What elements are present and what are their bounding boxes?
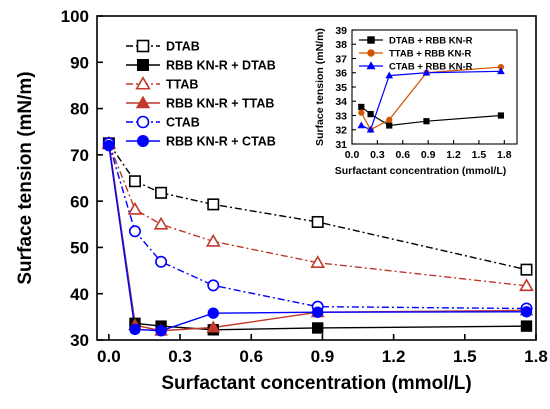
main-point-rbb-kn-r-ctab <box>129 323 141 336</box>
main-point-dtab <box>207 198 220 211</box>
main-point-ctab <box>128 225 141 238</box>
main-y-tick-label: 70 <box>70 146 89 165</box>
inset-point-dtab-rbb-kn-r <box>358 103 365 111</box>
inset-x-tick-label: 0.9 <box>421 149 436 161</box>
main-y-tick-label: 100 <box>61 7 89 26</box>
main-point-rbb-kn-r-ctab <box>207 307 219 319</box>
main-x-tick-label: 1.2 <box>382 347 406 366</box>
main-y-tick-label: 90 <box>70 53 89 72</box>
main-point-dtab <box>155 186 168 199</box>
main-legend-label: CTAB <box>166 116 200 130</box>
inset-x-tick-label: 1.2 <box>446 149 461 161</box>
inset-y-tick-label: 31 <box>335 139 347 151</box>
inset-point-dtab-rbb-kn-r <box>386 122 393 129</box>
inset-x-tick-label: 0.6 <box>395 149 410 161</box>
main-y-tick-label: 80 <box>70 100 89 119</box>
main-x-axis-title: Surfactant concentration (mmol/L) <box>161 373 471 394</box>
main-point-ttab <box>310 255 326 268</box>
main-point-rbb-kn-r-ctab <box>311 306 324 318</box>
inset-y-axis-title: Surface tension (mN/m) <box>314 28 326 146</box>
inset-point-ctab-rbb-kn-r <box>366 125 375 133</box>
main-series-line-ctab <box>108 143 527 310</box>
main-x-tick-label: 1.8 <box>524 347 548 366</box>
main-plot: 0.0 0.3 0.6 0.9 1.2 1.5 1.8 30 40 50 60 70 80 90 100 Su… <box>15 7 548 394</box>
inset-point-dtab-rbb-kn-r <box>367 110 374 118</box>
main-point-ttab <box>127 201 143 215</box>
inset-plot: 0.0 0.3 0.6 0.9 1.2 1.5 1.8 31 32 33 34 35 36 37 38 39 S… <box>314 25 518 177</box>
inset-point-ttab-rbb-kn-r <box>386 116 393 123</box>
main-y-tick-label: 50 <box>70 239 89 258</box>
inset-point-ctab-rbb-kn-r <box>385 71 394 79</box>
inset-x-tick-label: 1.5 <box>472 149 487 161</box>
main-point-ttab <box>153 216 169 230</box>
inset-legend-label: DTAB + RBB KN-R <box>389 35 473 46</box>
inset-y-tick-label: 33 <box>335 110 347 122</box>
main-y-axis-title: Surface tension (mN/m) <box>15 71 36 284</box>
main-legend-marker <box>137 59 149 71</box>
main-point-ttab <box>519 278 534 292</box>
main-point-ctab <box>155 255 168 268</box>
main-legend-label: RBB KN-R + DTAB <box>166 59 276 73</box>
main-point-rbb-kn-r-ctab <box>103 139 115 152</box>
inset-x-axis-title: Surfactant concentration (mmol/L) <box>335 165 507 177</box>
inset-y-tick-label: 35 <box>335 82 347 94</box>
main-x-tick-label: 0.3 <box>168 347 192 366</box>
main-y-tick-label: 60 <box>70 192 89 211</box>
main-point-ttab <box>205 233 221 247</box>
main-legend-marker <box>135 95 151 109</box>
main-legend: DTAB RBB KN-R + DTAB TTAB RBB KN-R + TTAB CT… <box>126 40 276 149</box>
inset-x-tick-label: 1.8 <box>497 149 512 161</box>
inset-point-ctab-rbb-kn-r <box>497 67 505 75</box>
main-frame <box>96 15 537 341</box>
main-x-tick-label: 0.6 <box>239 347 263 366</box>
inset-point-dtab-rbb-kn-r <box>497 112 505 119</box>
inset-x-tick-label: 0.3 <box>370 149 385 161</box>
inset-y-tick-label: 32 <box>335 125 347 137</box>
main-x-tick-label: 1.5 <box>453 347 477 366</box>
inset-y-tick-label: 34 <box>335 96 347 108</box>
main-legend-label: DTAB <box>166 40 200 54</box>
main-point-dtab <box>128 175 141 188</box>
inset-point-ttab-rbb-kn-r <box>358 109 365 116</box>
main-legend-label: RBB KN-R + CTAB <box>166 135 276 149</box>
main-legend-marker <box>137 135 149 147</box>
inset-point-ctab-rbb-kn-r <box>422 68 431 76</box>
main-legend-label: TTAB <box>166 78 198 92</box>
main-y-tick-label: 30 <box>70 331 89 350</box>
main-point-rbb-kn-r-dtab <box>520 320 533 332</box>
inset-y-tick-label: 37 <box>335 53 347 65</box>
main-legend-marker <box>136 39 150 53</box>
main-point-rbb-kn-r-ttab <box>206 320 221 333</box>
inset-x-tick-label: 0.0 <box>345 149 360 161</box>
inset-legend-label: TTAB + RBB KN-R <box>389 48 472 59</box>
inset-y-tick-label: 39 <box>335 25 347 37</box>
main-point-rbb-kn-r-ctab <box>155 325 167 337</box>
main-legend-marker <box>135 76 151 90</box>
inset-legend-label: CTAB + RBB KN-R <box>389 61 473 72</box>
main-point-ctab <box>207 279 220 292</box>
main-point-dtab <box>520 263 533 276</box>
main-point-dtab <box>311 215 324 228</box>
inset-point-dtab-rbb-kn-r <box>423 118 430 125</box>
inset-y-tick-label: 36 <box>335 68 347 80</box>
main-x-tick-label: 0.9 <box>311 347 335 366</box>
main-point-rbb-kn-r-ctab <box>520 306 533 318</box>
main-x-tick-label: 0.0 <box>97 347 121 366</box>
inset-y-tick-label: 38 <box>335 39 347 51</box>
main-series-line-rbb-kn-r-ctab <box>108 145 527 332</box>
inset-legend-marker <box>367 36 375 44</box>
inset-legend: DTAB + RBB KN-R TTAB + RBB KN-R CTAB + RBB… <box>359 35 473 72</box>
inset-legend-marker <box>367 49 375 57</box>
main-legend-label: RBB KN-R + TTAB <box>166 97 274 111</box>
main-y-tick-label: 40 <box>70 285 89 304</box>
main-series-line-dtab <box>108 142 527 271</box>
inset-point-ctab-rbb-kn-r <box>357 121 366 129</box>
main-legend-marker <box>136 115 150 129</box>
inset-legend-marker <box>366 61 376 70</box>
main-point-rbb-kn-r-dtab <box>311 322 324 334</box>
